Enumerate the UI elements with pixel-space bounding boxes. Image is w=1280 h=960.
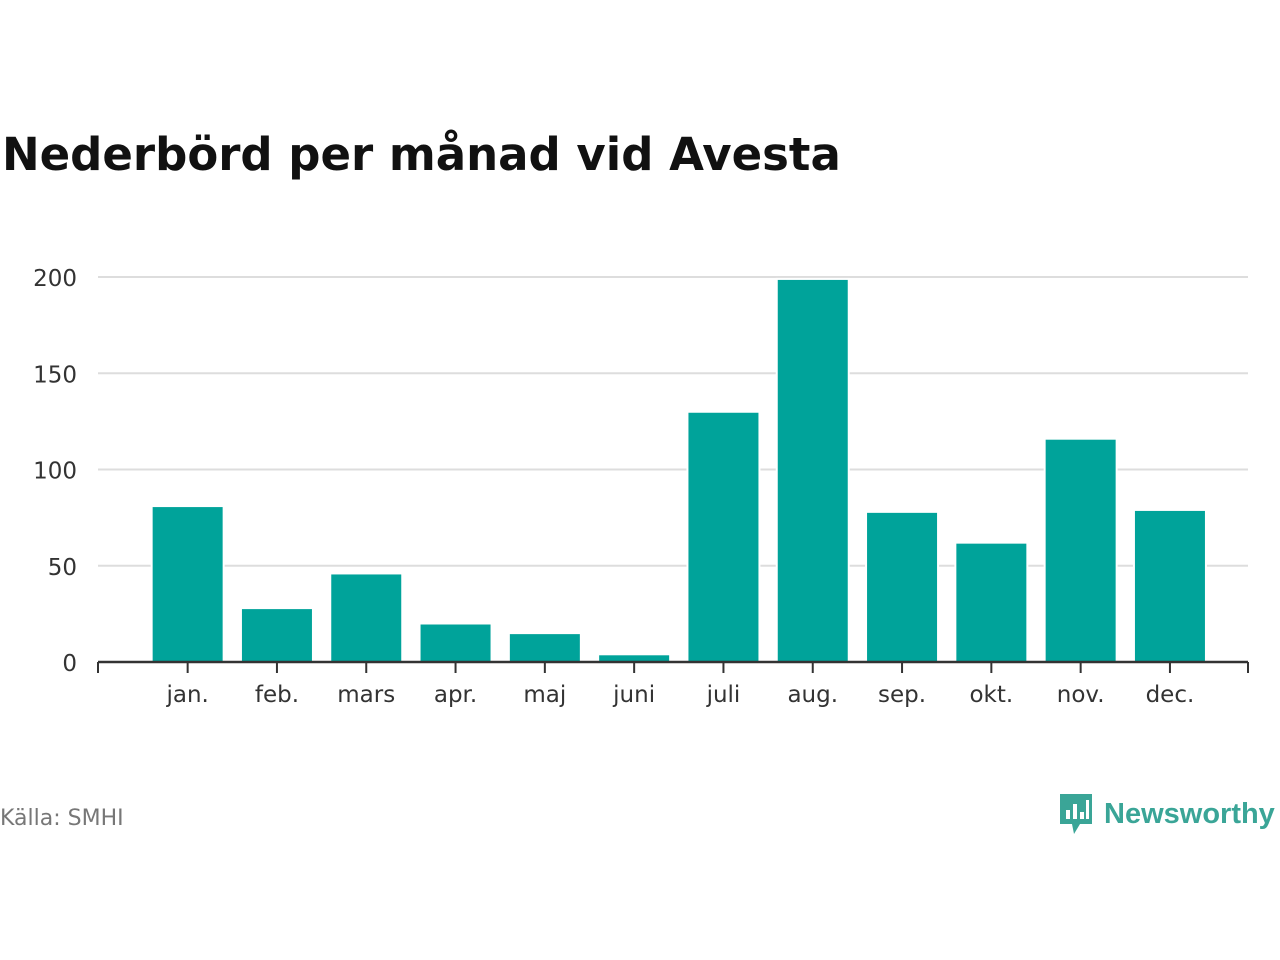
x-tick-label: sep. [878,682,926,708]
y-tick-label: 50 [48,555,77,581]
bar [1132,508,1207,663]
bar [150,505,225,664]
y-tick-label: 200 [33,266,77,292]
source-note: Källa: SMHI [0,806,124,831]
y-tick-label: 0 [62,651,77,677]
x-tick-label: mars [337,682,395,708]
chart-title: Nederbörd per månad vid Avesta [2,128,841,181]
x-tick-label: apr. [434,682,477,708]
bar [1043,437,1118,664]
newsworthy-logo-text: Newsworthy [1104,797,1275,830]
bar [239,607,314,663]
bar [507,632,582,663]
newsworthy-logo-icon [1060,794,1092,834]
x-tick-label: juni [612,682,655,708]
bar [686,410,761,663]
x-tick-label: dec. [1146,682,1195,708]
x-tick-label: feb. [255,682,299,708]
x-tick-label: maj [523,682,566,708]
newsworthy-logo: Newsworthy [1058,790,1275,838]
y-tick-label: 150 [33,362,77,388]
x-tick-label: juli [706,682,741,708]
bar [775,277,850,663]
bar [418,622,493,663]
x-tick-label: aug. [787,682,838,708]
bar [954,541,1029,664]
bar [865,510,940,663]
bar [329,572,404,664]
x-tick-label: okt. [969,682,1013,708]
y-tick-label: 100 [33,459,77,485]
x-tick-label: nov. [1057,682,1105,708]
x-tick-label: jan. [165,682,208,708]
